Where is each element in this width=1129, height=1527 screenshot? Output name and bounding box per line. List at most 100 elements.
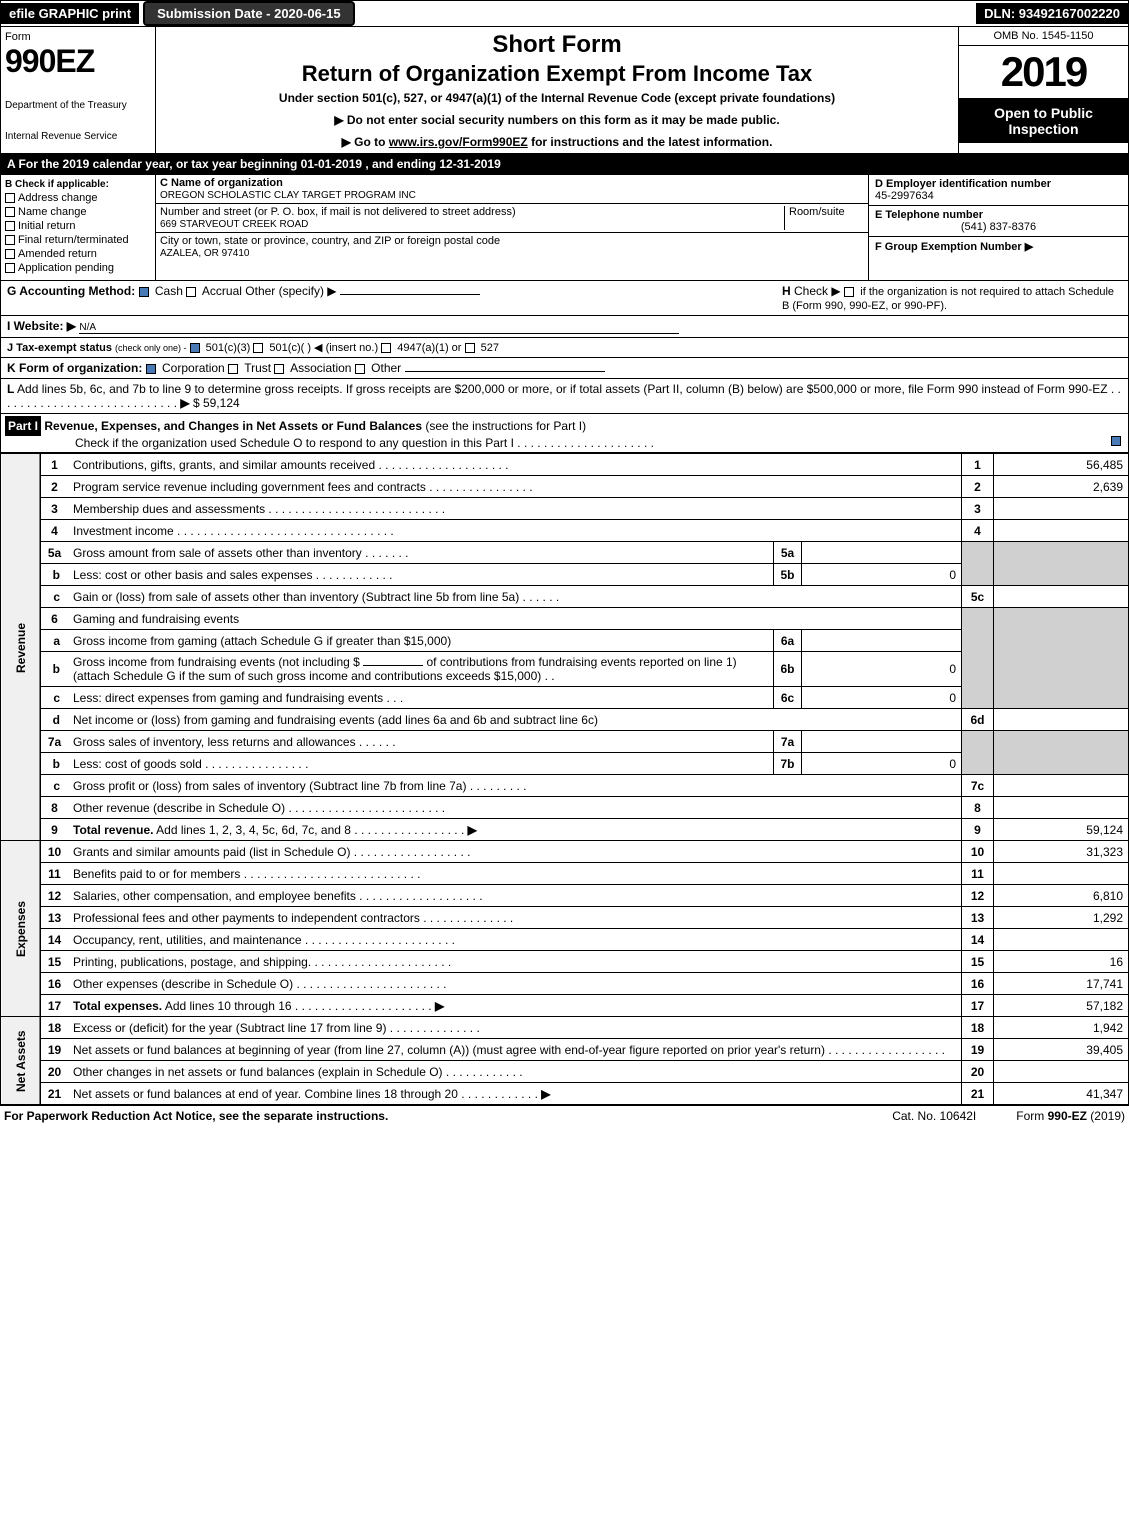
k-label: K Form of organization: xyxy=(7,361,142,375)
row-g-h: G Accounting Method: Cash Accrual Other … xyxy=(0,281,1129,316)
title-box: Short Form Return of Organization Exempt… xyxy=(156,27,958,153)
c-city-label: City or town, state or province, country… xyxy=(160,235,500,247)
chk-amended[interactable] xyxy=(5,249,15,259)
other-method-input[interactable] xyxy=(340,294,480,295)
chk-initial[interactable] xyxy=(5,221,15,231)
irs-label: Internal Revenue Service xyxy=(5,131,151,142)
chk-trust[interactable] xyxy=(228,364,238,374)
chk-cash[interactable] xyxy=(139,287,149,297)
arrow-icon: ▶ xyxy=(1025,241,1033,253)
table-row: 3Membership dues and assessments . . . .… xyxy=(1,498,1129,520)
chk-accrual[interactable] xyxy=(186,287,196,297)
tax-year: 2019 xyxy=(959,46,1128,99)
l-text: Add lines 5b, 6c, and 7b to line 9 to de… xyxy=(17,382,1108,396)
irs-link[interactable]: www.irs.gov/Form990EZ xyxy=(389,135,528,149)
chk-corp[interactable] xyxy=(146,364,156,374)
chk-4947[interactable] xyxy=(381,343,391,353)
chk-final[interactable] xyxy=(5,235,15,245)
tel-value: (541) 837-8376 xyxy=(875,221,1122,233)
table-row: 5aGross amount from sale of assets other… xyxy=(1,542,1129,564)
c-addr-label: Number and street (or P. O. box, if mail… xyxy=(160,206,516,218)
form-id-box: Form 990EZ Department of the Treasury In… xyxy=(1,27,156,153)
table-row: cGain or (loss) from sale of assets othe… xyxy=(1,586,1129,608)
note-ssn: ▶ Do not enter social security numbers o… xyxy=(164,113,950,127)
val-6a xyxy=(802,630,962,652)
table-row: 16Other expenses (describe in Schedule O… xyxy=(1,973,1129,995)
val-7b: 0 xyxy=(802,753,962,775)
table-row: 4Investment income . . . . . . . . . . .… xyxy=(1,520,1129,542)
period-row: A For the 2019 calendar year, or tax yea… xyxy=(0,154,1129,175)
table-row: aGross income from gaming (attach Schedu… xyxy=(1,630,1129,652)
val-11 xyxy=(994,863,1129,885)
val-19: 39,405 xyxy=(994,1039,1129,1061)
chk-501c[interactable] xyxy=(253,343,263,353)
val-18: 1,942 xyxy=(994,1017,1129,1039)
part1-heading: Revenue, Expenses, and Changes in Net As… xyxy=(44,419,422,433)
part1-table: Revenue 1Contributions, gifts, grants, a… xyxy=(0,453,1129,1105)
table-row: 9Total revenue. Add lines 1, 2, 3, 4, 5c… xyxy=(1,819,1129,841)
i-label: I Website: ▶ xyxy=(7,319,76,333)
right-box: OMB No. 1545-1150 2019 Open to Public In… xyxy=(958,27,1128,153)
val-13: 1,292 xyxy=(994,907,1129,929)
chk-name[interactable] xyxy=(5,207,15,217)
section-b: B Check if applicable: Address change Na… xyxy=(1,175,156,280)
title-short-form: Short Form xyxy=(164,31,950,59)
chk-other-org[interactable] xyxy=(355,364,365,374)
val-5a xyxy=(802,542,962,564)
footer-form: Form 990-EZ (2019) xyxy=(1016,1109,1125,1123)
chk-schedule-o[interactable] xyxy=(1111,436,1121,446)
table-row: Revenue 1Contributions, gifts, grants, a… xyxy=(1,454,1129,476)
val-7c xyxy=(994,775,1129,797)
f-grp-label: F Group Exemption Number xyxy=(875,241,1022,253)
chk-h[interactable] xyxy=(844,287,854,297)
table-row: 20Other changes in net assets or fund ba… xyxy=(1,1061,1129,1083)
efile-label[interactable]: efile GRAPHIC print xyxy=(1,3,139,24)
chk-527[interactable] xyxy=(465,343,475,353)
table-row: 7aGross sales of inventory, less returns… xyxy=(1,731,1129,753)
revenue-label: Revenue xyxy=(1,454,41,841)
table-row: 2Program service revenue including gover… xyxy=(1,476,1129,498)
val-20 xyxy=(994,1061,1129,1083)
table-row: 21Net assets or fund balances at end of … xyxy=(1,1083,1129,1105)
website-value: N/A xyxy=(79,322,679,334)
other-org-input[interactable] xyxy=(405,371,605,372)
b-label: B Check if applicable: xyxy=(5,179,151,190)
table-row: bGross income from fundraising events (n… xyxy=(1,652,1129,687)
row-i: I Website: ▶ N/A xyxy=(0,316,1129,338)
arrow-icon: ▶ xyxy=(435,999,444,1013)
chk-501c3[interactable] xyxy=(190,343,200,353)
section-c: C Name of organization OREGON SCHOLASTIC… xyxy=(156,175,868,280)
val-5b: 0 xyxy=(802,564,962,586)
val-12: 6,810 xyxy=(994,885,1129,907)
arrow-icon: ▶ xyxy=(541,1087,550,1101)
l-value: $ 59,124 xyxy=(193,396,240,410)
g-label: G Accounting Method: xyxy=(7,284,135,298)
chk-address[interactable] xyxy=(5,193,15,203)
table-row: 11Benefits paid to or for members . . . … xyxy=(1,863,1129,885)
dln: DLN: 93492167002220 xyxy=(976,3,1128,24)
val-14 xyxy=(994,929,1129,951)
table-row: Net Assets 18Excess or (deficit) for the… xyxy=(1,1017,1129,1039)
table-row: 13Professional fees and other payments t… xyxy=(1,907,1129,929)
org-city: AZALEA, OR 97410 xyxy=(160,248,250,259)
submission-date: Submission Date - 2020-06-15 xyxy=(143,1,355,26)
chk-pending[interactable] xyxy=(5,263,15,273)
footer-catno: Cat. No. 10642I xyxy=(892,1109,976,1123)
org-name: OREGON SCHOLASTIC CLAY TARGET PROGRAM IN… xyxy=(160,190,416,201)
val-7a xyxy=(802,731,962,753)
top-bar: efile GRAPHIC print Submission Date - 20… xyxy=(0,0,1129,27)
table-row: 17Total expenses. Add lines 10 through 1… xyxy=(1,995,1129,1017)
footer: For Paperwork Reduction Act Notice, see … xyxy=(0,1105,1129,1126)
c-name-label: C Name of organization xyxy=(160,177,283,189)
table-row: cGross profit or (loss) from sales of in… xyxy=(1,775,1129,797)
contrib-input[interactable] xyxy=(363,665,423,666)
row-l: L Add lines 5b, 6c, and 7b to line 9 to … xyxy=(0,379,1129,414)
table-row: bLess: cost of goods sold . . . . . . . … xyxy=(1,753,1129,775)
form-label: Form xyxy=(5,31,151,43)
val-5c xyxy=(994,586,1129,608)
table-row: dNet income or (loss) from gaming and fu… xyxy=(1,709,1129,731)
chk-assoc[interactable] xyxy=(274,364,284,374)
val-8 xyxy=(994,797,1129,819)
expenses-label: Expenses xyxy=(1,841,41,1017)
form-header: Form 990EZ Department of the Treasury In… xyxy=(0,27,1129,154)
